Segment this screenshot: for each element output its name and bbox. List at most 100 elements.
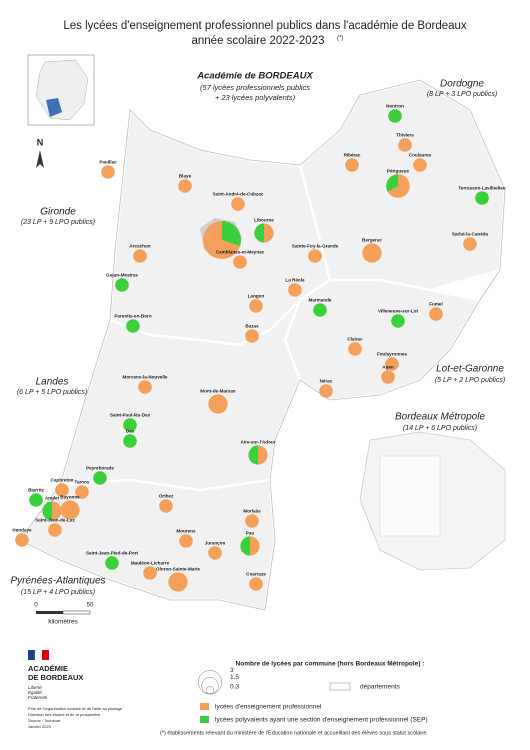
legend-size-circle — [201, 677, 219, 695]
lp-circle — [133, 249, 147, 263]
legend-departments: départements — [360, 684, 400, 691]
lp-circle — [398, 138, 412, 152]
department-name: Dordogne — [440, 79, 484, 90]
commune-name: Bayonne — [60, 495, 80, 500]
lp-circle — [348, 342, 362, 356]
department-detail: (15 LP + 4 LPO publics) — [21, 589, 95, 596]
commune-name: Fumel — [429, 301, 443, 306]
subtitle: année scolaire 2022-2023 — [192, 35, 325, 47]
lp-circle — [143, 566, 157, 580]
lp-circle — [101, 165, 115, 179]
commune-name: Parentis-en-Born — [114, 313, 151, 318]
commune-name: Morcenx-la-Nouvelle — [123, 374, 168, 379]
lpo-circle — [126, 319, 140, 333]
academy-box — [188, 70, 322, 106]
lpo-sector — [248, 445, 258, 465]
scale-bar-white — [62, 610, 91, 615]
lp-circle — [463, 237, 477, 251]
lp-circle — [15, 533, 29, 547]
source-line: Direction des études et de la prospectiv… — [28, 712, 101, 717]
lp-sector — [258, 445, 268, 465]
lp-circle — [60, 500, 80, 520]
department-detail: (23 LP + 9 LPO publics) — [21, 219, 95, 226]
legend-lp: lycées d'enseignement professionnel — [215, 704, 322, 711]
logo-motto2: Égalité — [28, 689, 42, 695]
flag-white — [34, 649, 43, 661]
lpo-circle — [93, 471, 107, 485]
commune-name: Sainte-Foy-la-Grande — [292, 243, 339, 248]
legend-lpo-swatch — [200, 716, 209, 723]
lp-circle — [75, 485, 89, 499]
logo-name2: DE BORDEAUX — [28, 673, 83, 682]
lp-circle — [288, 283, 302, 297]
commune-name: Bergerac — [362, 238, 382, 243]
lp-circle — [429, 307, 443, 321]
commune-name: Nérac — [320, 378, 333, 383]
legend-dept-swatch — [329, 682, 351, 691]
legend-title: Nombre de lycées par commune (hors Borde… — [236, 661, 425, 668]
commune-name: La Réole — [285, 277, 305, 282]
lp-circle — [48, 523, 62, 537]
department-detail: (8 LP + 3 LPO publics) — [427, 91, 497, 98]
source-line: Janvier 2023 — [28, 724, 52, 729]
commune-name: Aire-sur-l'Adour — [240, 440, 275, 445]
lp-circle — [413, 158, 427, 172]
subtitle-mark: (*) — [337, 36, 343, 42]
lpo-circle — [105, 556, 119, 570]
scale-tick: 50 — [87, 603, 94, 609]
lp-sector — [250, 536, 260, 556]
commune-name: Biarritz — [28, 487, 45, 492]
commune-name: Saint-Jean-de-Luz — [35, 517, 75, 522]
legend-size-label: 3 — [230, 667, 234, 674]
commune-name: Morlaàs — [243, 508, 261, 513]
commune-name: Coulaures — [409, 152, 432, 157]
commune-name: Oloron-Sainte-Marie — [156, 567, 200, 572]
department-name: Lot-et-Garonne — [436, 364, 504, 375]
commune-name: Tarnos — [75, 479, 90, 484]
lp-circle — [249, 299, 263, 313]
commune-name: Camblanes-et-Meynac — [216, 249, 265, 254]
lpo-sector — [42, 501, 52, 521]
commune-name: Coarraze — [246, 571, 266, 576]
commune-name: Pauillac — [99, 159, 117, 164]
commune-name: Libourne — [254, 218, 274, 223]
legend-size-label: 1.5 — [230, 674, 239, 681]
lp-circle — [319, 384, 333, 398]
lpo-circle — [475, 191, 489, 205]
lp-circle — [159, 499, 173, 513]
flag-red — [42, 650, 49, 660]
lpo-circle — [123, 418, 137, 432]
lp-circle — [362, 243, 382, 263]
academy-line2: + 23 lycées polyvalents) — [215, 93, 296, 102]
legend-lp-swatch — [200, 703, 209, 710]
source-line: Source : Toonsoar — [28, 718, 61, 723]
commune-name: Sarlat-la-Canéda — [452, 231, 489, 236]
lp-circle — [138, 380, 152, 394]
commune-name: Saint-André-de-Cubzac — [213, 191, 264, 196]
lp-circle — [245, 514, 259, 528]
department-detail: (14 LP + 6 LPO publics) — [403, 425, 477, 432]
department-detail: (6 LP + 5 LPO publics) — [17, 389, 87, 396]
lp-circle — [249, 577, 263, 591]
commune-name: Orthez — [159, 493, 174, 498]
lp-circle — [168, 572, 188, 592]
lp-sector — [387, 174, 410, 198]
lp-circle — [231, 197, 245, 211]
academy-name: Académie de BORDEAUX — [196, 71, 313, 82]
commune-name: Gujan-Mestras — [106, 272, 138, 277]
title: Les lycées d'enseignement professionnel … — [63, 20, 467, 32]
department-name: Bordeaux Métropole — [395, 412, 485, 423]
commune-name: Périgueux — [387, 168, 410, 173]
commune-name: Villeneuve-sur-Lot — [378, 308, 418, 313]
legend-size-circle — [197, 670, 223, 695]
lp-sector — [264, 223, 274, 243]
commune-name: Ribérac — [344, 152, 361, 157]
logo-motto3: Fraternité — [28, 695, 48, 700]
north-arrow-shape — [36, 150, 44, 168]
lpo-circle — [391, 314, 405, 328]
commune-name: Saint-Jean-Pied-de-Port — [86, 550, 139, 555]
commune-name: Peyrehorade — [86, 465, 114, 470]
bordeaux-metropole-lpo — [222, 221, 241, 246]
academy-line1: (57 lycées professionnels publics — [200, 83, 310, 92]
